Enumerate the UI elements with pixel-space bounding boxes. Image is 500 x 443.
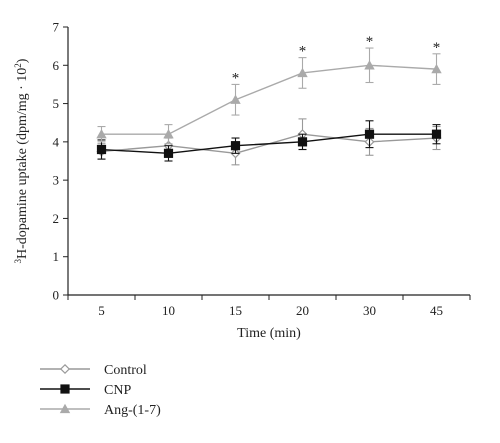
data-point — [297, 67, 308, 78]
data-point — [163, 129, 174, 139]
series-control — [96, 118, 442, 166]
x-tick-label: 15 — [229, 303, 242, 318]
data-point — [230, 94, 241, 104]
y-axis-title: 3H-dopamine uptake (dpm/mg · 102) — [13, 58, 30, 263]
x-tick-label: 5 — [98, 303, 105, 318]
data-point — [431, 129, 442, 139]
data-point — [96, 144, 107, 155]
legend: Control CNP Ang-(1-7) — [40, 363, 161, 418]
x-tick-label: 45 — [430, 303, 443, 318]
y-tick-label: 5 — [53, 96, 60, 111]
significance-star: * — [366, 34, 374, 50]
y-tick-label: 6 — [53, 58, 60, 73]
y-tick-label: 2 — [53, 211, 60, 226]
significance-star: * — [232, 70, 240, 86]
data-point — [364, 60, 375, 70]
data-point — [96, 129, 107, 139]
significance-layer: * * * * — [232, 34, 441, 86]
legend-item: Control — [40, 363, 147, 378]
legend-item: CNP — [40, 383, 131, 398]
legend-marker — [59, 403, 71, 414]
legend-label: Control — [104, 363, 147, 378]
data-point — [297, 137, 308, 147]
y-tick-label: 0 — [53, 288, 60, 303]
legend-marker — [59, 363, 71, 375]
series-ang-1-7 — [96, 47, 442, 145]
y-tick-label: 1 — [53, 249, 60, 264]
legend-marker — [60, 384, 70, 394]
y-tick-label: 3 — [53, 173, 60, 188]
x-axis-title: Time (min) — [237, 326, 301, 341]
data-point — [364, 129, 375, 139]
significance-star: * — [299, 44, 307, 60]
legend-item: Ang-(1-7) — [40, 403, 161, 418]
series-layer — [96, 47, 442, 166]
series-cnp — [96, 120, 442, 162]
data-point — [431, 63, 442, 74]
data-point — [163, 148, 174, 158]
x-tick-label: 30 — [363, 303, 376, 318]
legend-label: CNP — [104, 383, 131, 398]
y-tick-label: 7 — [53, 20, 60, 35]
significance-star: * — [433, 40, 441, 56]
series-line — [101, 64, 437, 135]
series-line — [101, 133, 437, 155]
y-tick-label: 4 — [53, 134, 60, 149]
x-tick-label: 10 — [162, 303, 175, 318]
x-tick-label: 20 — [296, 303, 309, 318]
data-point — [230, 141, 241, 151]
legend-label: Ang-(1-7) — [104, 403, 161, 418]
